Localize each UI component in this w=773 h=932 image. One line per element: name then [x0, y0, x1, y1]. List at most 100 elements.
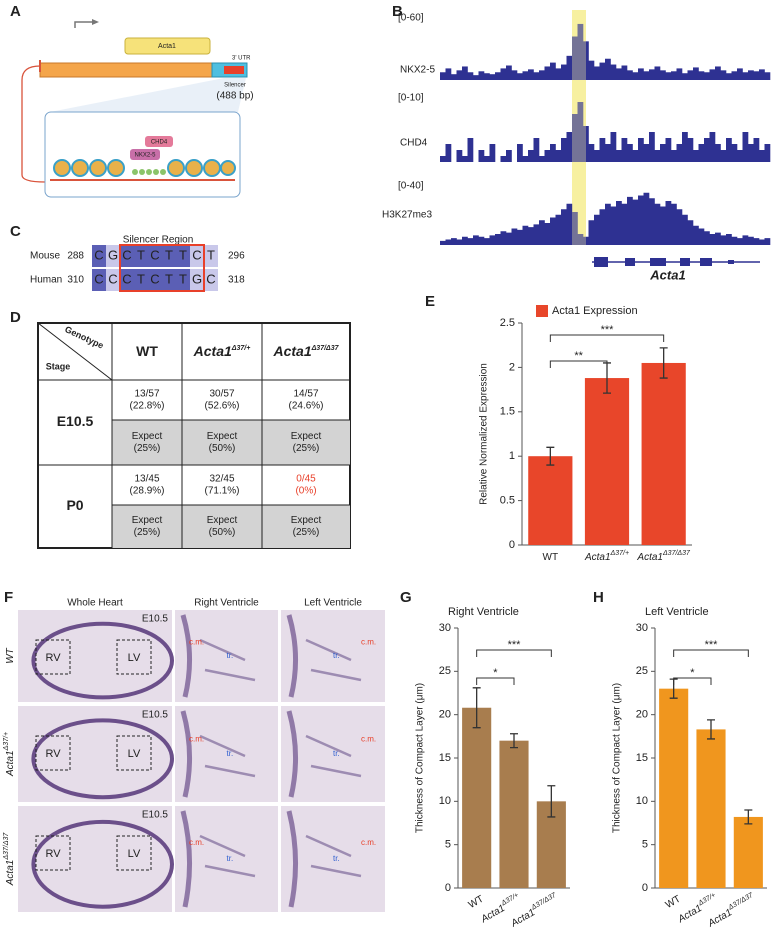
signal-bar	[643, 144, 650, 162]
signal-bar	[660, 206, 666, 245]
signal-bar	[726, 234, 732, 245]
signal-bar	[456, 239, 463, 245]
signal-bar	[632, 150, 639, 162]
signal-bar	[594, 66, 600, 80]
signal-bar	[753, 238, 760, 245]
signal-bar	[627, 196, 633, 245]
column-header: Whole Heart	[67, 598, 123, 609]
row-label-text: WT	[5, 647, 16, 663]
x-tick-label: WT	[467, 893, 486, 910]
signal-bar	[638, 195, 644, 245]
x-tick-label-text: Acta1	[584, 552, 611, 563]
region-box	[35, 835, 71, 871]
region-box	[116, 639, 152, 675]
signal-bar	[654, 66, 661, 80]
error-bar	[659, 347, 668, 379]
seq-cell	[190, 245, 204, 267]
tissue	[286, 710, 298, 798]
stage-label: E10.5	[142, 810, 169, 821]
trabeculae	[199, 834, 256, 878]
signal-bar	[605, 203, 611, 245]
y-tick-label: 15	[439, 752, 451, 764]
signal-bar	[693, 67, 699, 80]
significance-label: **	[574, 350, 583, 362]
cell-text: (25%)	[134, 443, 161, 454]
bar	[528, 456, 573, 545]
cell-text: (0%)	[295, 486, 316, 497]
heart-outline	[31, 621, 174, 700]
error-bar	[707, 719, 715, 740]
seq-cell	[176, 269, 190, 291]
signal-bar	[687, 220, 694, 245]
alignment-title: Silencer Region	[123, 235, 194, 246]
signal-bar	[764, 144, 771, 162]
x-tick-label-text: WT	[664, 893, 683, 910]
signal-bar	[478, 236, 485, 245]
row-label: WT	[5, 647, 16, 663]
row-label-sup: Δ37/Δ37	[3, 832, 10, 861]
x-tick-label: Acta1Δ37/+	[584, 550, 629, 562]
signal-bar	[693, 225, 699, 245]
corner-diagonal	[37, 322, 113, 381]
cm-label: c.m.	[189, 637, 204, 646]
signal-bar	[687, 138, 694, 162]
base: T	[137, 271, 145, 286]
signal-bar	[467, 238, 474, 245]
signal-bar	[665, 201, 672, 245]
signal-bar	[709, 69, 716, 80]
heart-outline	[31, 819, 174, 909]
signal-bar	[704, 138, 710, 162]
y-tick-label: 5	[642, 839, 648, 851]
column-header: Acta1Δ37/Δ37	[272, 343, 339, 359]
panel-label: C	[10, 223, 21, 240]
tissue	[180, 710, 192, 798]
signal-bar	[572, 36, 578, 80]
trabeculae	[305, 834, 362, 878]
bar	[696, 729, 726, 888]
tissue	[286, 614, 298, 698]
corner-label: Stage	[46, 361, 71, 371]
y-tick-label: 25	[636, 665, 648, 677]
signal-bar	[610, 64, 617, 80]
signal-bar	[720, 70, 727, 80]
significance-label: *	[493, 667, 498, 679]
bar	[733, 816, 763, 888]
signal-bar	[462, 236, 468, 245]
significance-bracket	[673, 677, 712, 685]
signal-bar	[731, 144, 738, 162]
column-header-sup: Δ37/+	[231, 345, 251, 352]
gene-box	[124, 37, 211, 55]
seq-cell	[92, 269, 106, 291]
base: G	[108, 247, 118, 262]
signal-bar	[616, 201, 622, 245]
x-tick-label-text: WT	[543, 552, 559, 563]
column-header-text: Acta1	[272, 343, 311, 359]
signal-bar	[682, 132, 688, 162]
signal-bar	[517, 73, 523, 80]
y-tick-label: 0.5	[500, 495, 515, 507]
silencer-size: (488 bp)	[216, 91, 253, 102]
track-name: CHD4	[400, 138, 428, 149]
x-tick-label-sup: Δ37/Δ37	[530, 892, 559, 913]
signal-bar	[577, 23, 584, 80]
signal-bar	[737, 238, 743, 245]
signal-bar	[544, 150, 551, 162]
panel-label: H	[593, 589, 604, 606]
base: C	[94, 247, 103, 262]
significance-label: ***	[601, 324, 615, 336]
cell-text: (50%)	[209, 443, 236, 454]
zoom	[50, 78, 246, 112]
silencer-outline	[119, 244, 205, 292]
significance-bracket	[673, 649, 749, 657]
signal-bar	[484, 238, 490, 245]
signal-bar	[671, 203, 677, 245]
trabeculae	[305, 638, 362, 682]
tissue	[180, 614, 192, 698]
track-name: NKX2-5	[400, 65, 435, 76]
tissue	[286, 810, 298, 908]
y-tick-label: 25	[439, 665, 451, 677]
bar	[462, 707, 492, 888]
cell-text: 13/57	[134, 389, 159, 400]
seq-cell	[204, 245, 218, 267]
